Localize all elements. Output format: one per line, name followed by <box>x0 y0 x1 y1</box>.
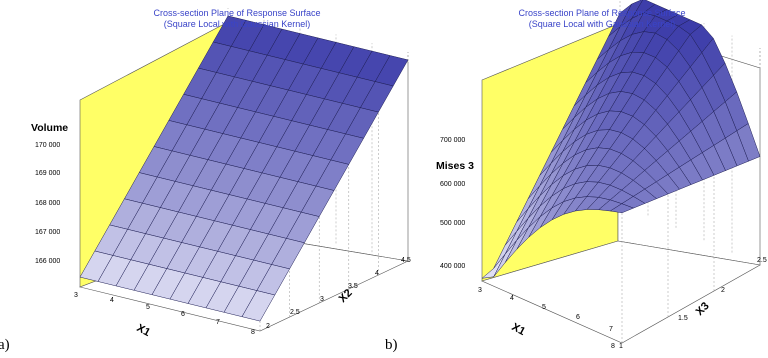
surface-cell <box>241 290 276 322</box>
x-tick: 3 <box>74 292 78 299</box>
surface-cell <box>609 203 635 214</box>
y-tick-labels: 1 1.5 2 2.5 <box>619 257 767 350</box>
y-tick: 1 <box>619 343 623 350</box>
x-tick: 8 <box>251 329 255 336</box>
x-tick: 5 <box>146 304 150 311</box>
x-tick: 6 <box>576 314 580 321</box>
z-tick: 400 000 <box>440 263 465 270</box>
x-axis-label: X1 <box>135 322 153 339</box>
y-tick: 2 <box>266 323 270 330</box>
z-tick: 600 000 <box>440 181 465 188</box>
z-tick: 700 000 <box>440 137 465 144</box>
x-tick: 4 <box>510 295 514 302</box>
x-tick-labels: 3 4 5 6 7 8 <box>74 292 255 336</box>
chart-title: Cross-section Plane of Response Surface <box>153 8 320 18</box>
z-tick: 167 000 <box>35 229 60 236</box>
x-axis-label: X1 <box>510 321 528 338</box>
x-tick: 6 <box>181 311 185 318</box>
panel-a: Cross-section Plane of Response Surface … <box>31 8 411 339</box>
x-tick: 8 <box>611 343 615 350</box>
x-tick: 3 <box>478 287 482 294</box>
x-tick: 7 <box>216 319 220 326</box>
panel-letter-b: b) <box>385 337 398 353</box>
y-tick: 2.5 <box>290 309 300 316</box>
z-tick-labels: 170 000 169 000 168 000 167 000 166 000 <box>35 142 60 265</box>
z-tick: 168 000 <box>35 200 60 207</box>
chart-subtitle: (Square Local with Gaussian Kernel) <box>529 19 676 29</box>
chart-title: Cross-section Plane of Response Surface <box>518 8 685 18</box>
z-tick: 166 000 <box>35 258 60 265</box>
chart-subtitle: (Square Local with Gaussian Kernel) <box>164 19 311 29</box>
y-axis-label: X3 <box>694 300 712 318</box>
y-tick: 2 <box>721 287 725 294</box>
surface <box>79 15 409 322</box>
z-tick: 170 000 <box>35 142 60 149</box>
panel-letter-a: a) <box>0 337 10 353</box>
z-tick-labels: 700 000 600 000 500 000 400 000 <box>440 137 465 270</box>
x-tick: 4 <box>110 297 114 304</box>
x-tick-labels: 3 4 5 6 7 8 <box>478 287 615 350</box>
surface <box>481 0 761 279</box>
z-tick: 169 000 <box>35 170 60 177</box>
y-tick: 1.5 <box>678 315 688 322</box>
z-axis-label: Volume <box>31 122 68 134</box>
y-tick: 2.5 <box>757 257 767 264</box>
y-tick: 3 <box>320 296 324 303</box>
x-tick: 5 <box>542 304 546 311</box>
z-axis-label: Mises 3 <box>436 160 474 172</box>
x-tick: 7 <box>609 326 613 333</box>
y-tick-labels: 2 2.5 3 3.5 4 4.5 <box>266 257 411 330</box>
y-tick: 3.5 <box>348 283 358 290</box>
y-tick: 4 <box>375 270 379 277</box>
z-tick: 500 000 <box>440 220 465 227</box>
y-tick: 4.5 <box>401 257 411 264</box>
panel-b: Cross-section Plane of Response Surface … <box>436 0 767 350</box>
